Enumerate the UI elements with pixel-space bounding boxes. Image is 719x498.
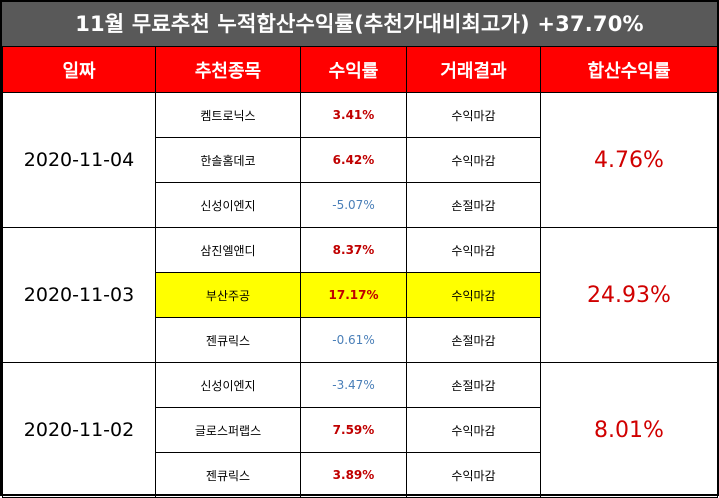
table-row: 글로스퍼랩스 7.59% 수익마감 <box>3 407 718 453</box>
header-date: 일짜 <box>2 46 156 93</box>
table-row-highlighted: 부산주공 17.17% 수익마감 <box>3 272 718 318</box>
table-row: 2020-11-03 삼진엘앤디 8.37% 수익마감 24.93% <box>2 227 718 363</box>
return-cell: 8.37% <box>300 227 407 273</box>
page-title: 11월 무료추천 누적합산수익률(추천가대비최고가) +37.70% <box>2 2 717 46</box>
result-cell: 수익마감 <box>406 407 541 453</box>
table-row: 한솔홈데코 6.42% 수익마감 <box>3 137 718 183</box>
table-row: 젠큐릭스 -0.61% 손절마감 <box>3 317 718 363</box>
return-cell: 7.59% <box>300 407 407 453</box>
result-cell: 수익마감 <box>406 92 541 138</box>
result-cell: 손절마감 <box>406 362 541 408</box>
total-cell: 4.76% <box>540 92 718 228</box>
table-row: 2020-11-04 켐트로닉스 3.41% 수익마감 4.76% <box>2 92 718 228</box>
date-cell: 2020-11-04 <box>2 92 156 228</box>
header-result: 거래결과 <box>406 46 541 93</box>
return-cell: 17.17% <box>300 272 407 318</box>
result-cell: 수익마감 <box>406 227 541 273</box>
return-cell: -0.61% <box>300 317 407 363</box>
stock-cell: 켐트로닉스 <box>155 92 301 138</box>
header-stock: 추천종목 <box>155 46 301 93</box>
stock-cell: 신성이엔지 <box>155 182 301 228</box>
table-row: 젠큐릭스 3.89% 수익마감 <box>3 452 718 498</box>
total-cell: 8.01% <box>540 362 718 498</box>
result-cell: 수익마감 <box>406 272 541 318</box>
stock-cell: 글로스퍼랩스 <box>155 407 301 453</box>
stock-cell: 신성이엔지 <box>155 362 301 408</box>
return-cell: 3.41% <box>300 92 407 138</box>
recommendation-table: 일짜 추천종목 수익률 거래결과 합산수익률 2020-11-04 켐트로닉스 … <box>2 46 718 498</box>
header-return: 수익률 <box>300 46 407 93</box>
table-row: 신성이엔지 -5.07% 손절마감 <box>3 182 718 228</box>
stock-cell: 젠큐릭스 <box>155 452 301 498</box>
return-cell: -5.07% <box>300 182 407 228</box>
result-cell: 수익마감 <box>406 137 541 183</box>
header-row: 일짜 추천종목 수익률 거래결과 합산수익률 <box>2 46 718 93</box>
stock-cell: 한솔홈데코 <box>155 137 301 183</box>
result-cell: 손절마감 <box>406 317 541 363</box>
date-cell: 2020-11-02 <box>2 362 156 498</box>
return-cell: -3.47% <box>300 362 407 408</box>
date-cell: 2020-11-03 <box>2 227 156 363</box>
result-cell: 수익마감 <box>406 452 541 498</box>
return-cell: 6.42% <box>300 137 407 183</box>
table-row: 2020-11-02 신성이엔지 -3.47% 손절마감 8.01% <box>2 362 718 498</box>
stock-cell: 삼진엘앤디 <box>155 227 301 273</box>
stock-cell: 부산주공 <box>155 272 301 318</box>
stock-cell: 젠큐릭스 <box>155 317 301 363</box>
result-cell: 손절마감 <box>406 182 541 228</box>
return-cell: 3.89% <box>300 452 407 498</box>
header-total: 합산수익률 <box>540 46 718 93</box>
total-cell: 24.93% <box>540 227 718 363</box>
